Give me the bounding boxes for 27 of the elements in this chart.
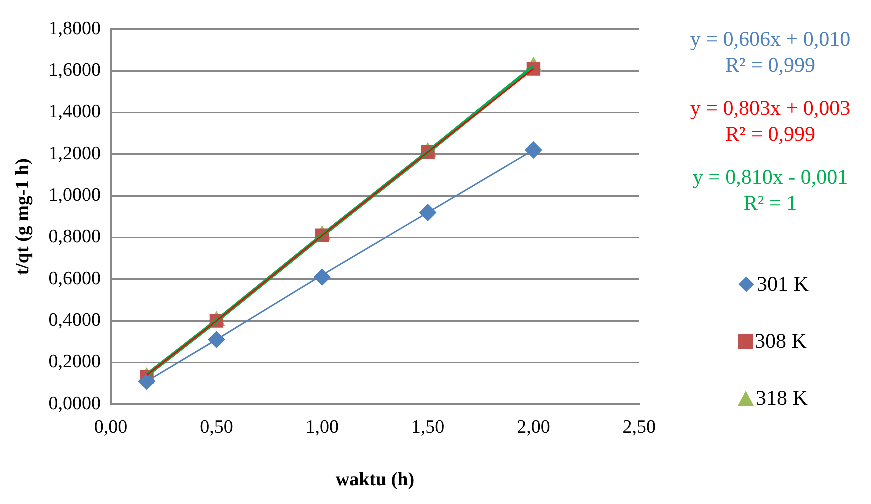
text: y = 0,606x + 0,010 [689, 26, 852, 52]
text: y = 0,803x + 0,003 [689, 95, 852, 121]
x-tick-label: 2,50 [622, 416, 656, 438]
x-tick-label: 1,50 [411, 416, 445, 438]
legend-label: 308 K [755, 329, 807, 354]
y-tick-label: 1,8000 [48, 18, 102, 40]
y-axis-title: t/qt (g mg-1 h) [12, 158, 34, 276]
text: R² = 0,999 [724, 52, 816, 78]
y-tick-label: 0,8000 [48, 226, 102, 248]
y-tick-label: 1,2000 [48, 143, 102, 164]
y-tick-label: 0,4000 [48, 310, 102, 332]
x-tick-label: 0,00 [94, 416, 128, 438]
x-tick-label: 0,50 [200, 416, 234, 438]
x-tick-label: 2,00 [517, 416, 550, 438]
x-axis-title: waktu (h) [336, 470, 415, 491]
text: R² = 0,999 [724, 121, 816, 147]
text: y = 0,810x - 0,001 [692, 164, 850, 190]
legend-label: 301 K [757, 272, 809, 297]
y-tick-label: 0,0000 [48, 393, 102, 414]
legend-label: 318 K [756, 386, 808, 411]
y-tick-label: 1,6000 [48, 60, 102, 82]
y-tick-label: 0,2000 [48, 352, 102, 373]
y-tick-label: 0,6000 [48, 268, 102, 290]
text: R² = 1 [742, 190, 798, 216]
y-tick-label: 1,0000 [48, 185, 102, 206]
x-tick-label: 1,00 [306, 416, 340, 438]
y-tick-label: 1,4000 [48, 102, 102, 123]
